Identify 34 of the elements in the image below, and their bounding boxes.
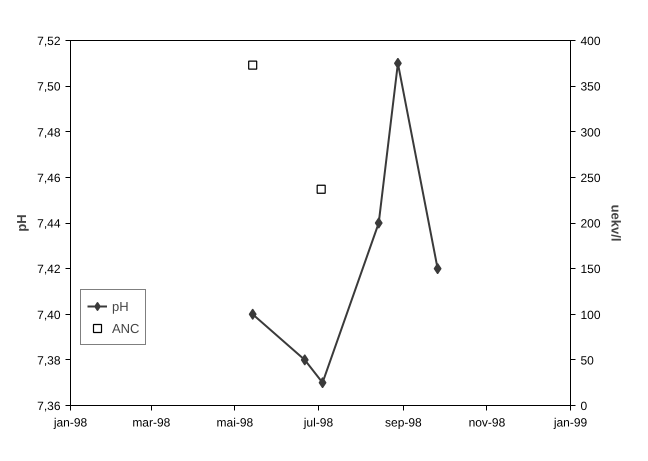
y2-tick-label: 250: [580, 170, 601, 185]
y-tick-label: 7,46: [37, 170, 61, 185]
point: [394, 58, 402, 69]
y-tick-label: 7,38: [37, 353, 61, 368]
y2-tick-label: 50: [580, 353, 594, 368]
y-tick-label: 7,44: [37, 216, 61, 230]
y2-tick-label: 0: [580, 399, 588, 413]
point: [434, 263, 442, 274]
point: [300, 354, 309, 366]
y-axis-title: pH: [14, 214, 30, 232]
x-tick-label: jan-99: [552, 416, 588, 430]
y2-axis-title: uekv/l: [608, 204, 624, 242]
point: [248, 308, 257, 320]
x-tick-label: mai-98: [216, 416, 254, 430]
y2-tick-label: 400: [580, 34, 601, 48]
legend-label: pH: [112, 298, 130, 314]
x-tick-label: mar-98: [132, 416, 171, 430]
y-tick-label: 7,42: [37, 262, 61, 276]
y2-tick-label: 350: [580, 80, 601, 94]
y-tick-label: 7,36: [37, 399, 61, 413]
x-tick-label: sep-98: [385, 416, 422, 430]
point: [374, 217, 383, 229]
x-tick-label: nov-98: [468, 416, 506, 430]
y-tick-label: 7,50: [37, 80, 61, 94]
y-tick-label: 7,40: [37, 308, 61, 322]
y2-tick-label: 150: [580, 262, 601, 276]
legend-label: ANC: [112, 320, 140, 336]
y-tick-label: 7,48: [37, 125, 61, 140]
y2-tick-label: 100: [580, 308, 601, 322]
y2-tick-label: 200: [580, 216, 601, 230]
x-tick-label: jul-98: [302, 416, 334, 430]
y-tick-label: 7,52: [37, 34, 61, 48]
x-tick-label: jan-98: [52, 416, 88, 430]
y2-tick-label: 300: [580, 125, 601, 140]
